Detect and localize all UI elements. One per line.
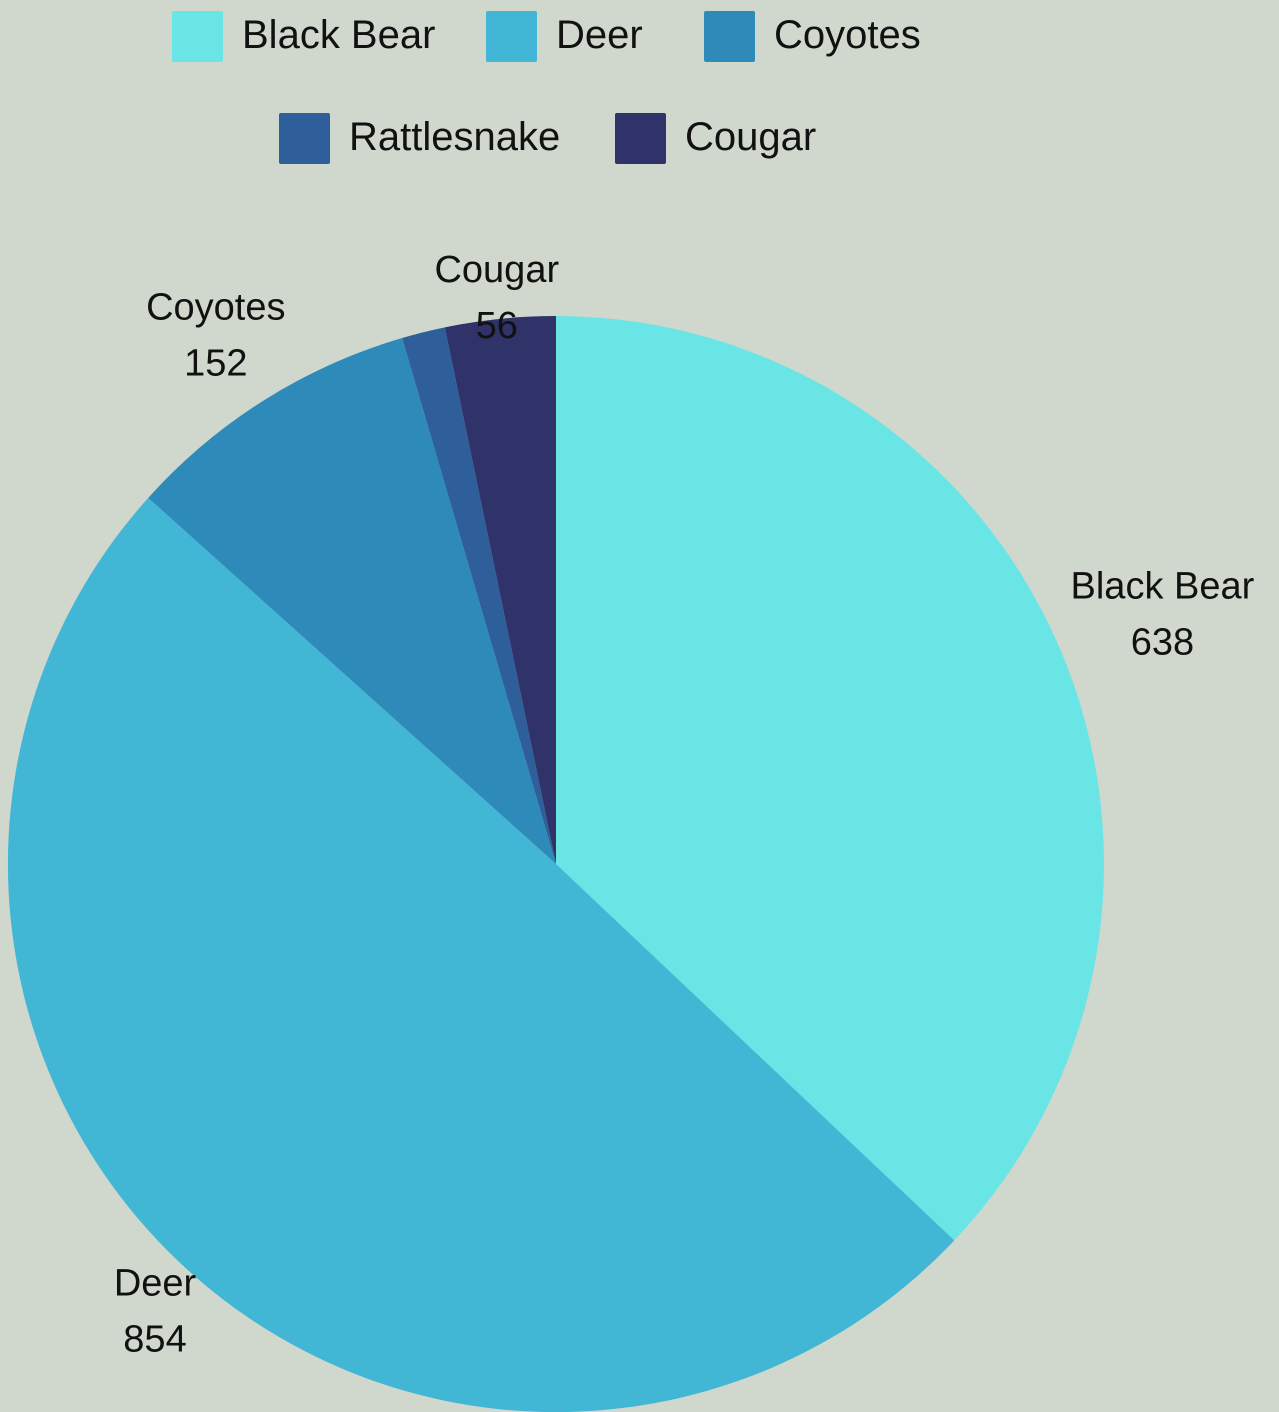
legend: Black Bear Deer Coyotes Rattlesnake Cougar [172, 11, 921, 164]
data-label-name-black-bear: Black Bear [1071, 566, 1255, 608]
data-label-black-bear: Black Bear 638 [1071, 566, 1255, 664]
slice-labels: Black Bear 638 Deer 854 Coyotes 152 Cougar 56 [114, 249, 1255, 1360]
legend-swatch-black-bear [172, 11, 223, 62]
data-label-value-black-bear: 638 [1131, 622, 1194, 664]
legend-swatch-rattlesnake [279, 113, 330, 164]
legend-item-black-bear: Black Bear [172, 11, 435, 62]
legend-item-cougar: Cougar [615, 113, 816, 164]
legend-swatch-deer [486, 11, 537, 62]
legend-swatch-coyotes [704, 11, 755, 62]
slice-rattlesnake [402, 327, 556, 864]
legend-label-deer: Deer [556, 13, 643, 57]
legend-item-rattlesnake: Rattlesnake [279, 113, 560, 164]
data-label-name-coyotes: Coyotes [146, 287, 285, 329]
slice-black-bear [556, 316, 1105, 1241]
legend-label-coyotes: Coyotes [774, 13, 921, 57]
legend-label-rattlesnake: Rattlesnake [349, 115, 560, 159]
pie-slices [7, 316, 1105, 1412]
data-label-value-deer: 854 [123, 1318, 186, 1360]
legend-item-coyotes: Coyotes [704, 11, 921, 62]
data-label-cougar: Cougar 56 [434, 249, 559, 347]
legend-item-deer: Deer [486, 11, 643, 62]
slice-cougar [444, 316, 556, 864]
slice-deer [7, 497, 955, 1412]
data-label-deer: Deer 854 [114, 1262, 197, 1360]
legend-label-cougar: Cougar [685, 115, 816, 159]
legend-swatch-cougar [615, 113, 666, 164]
data-label-value-cougar: 56 [476, 305, 518, 347]
legend-label-black-bear: Black Bear [242, 13, 435, 57]
data-label-coyotes: Coyotes 152 [146, 287, 285, 385]
slice-coyotes [148, 338, 556, 864]
data-label-name-cougar: Cougar [434, 249, 559, 291]
data-label-name-deer: Deer [114, 1262, 197, 1304]
data-label-value-coyotes: 152 [184, 343, 247, 385]
